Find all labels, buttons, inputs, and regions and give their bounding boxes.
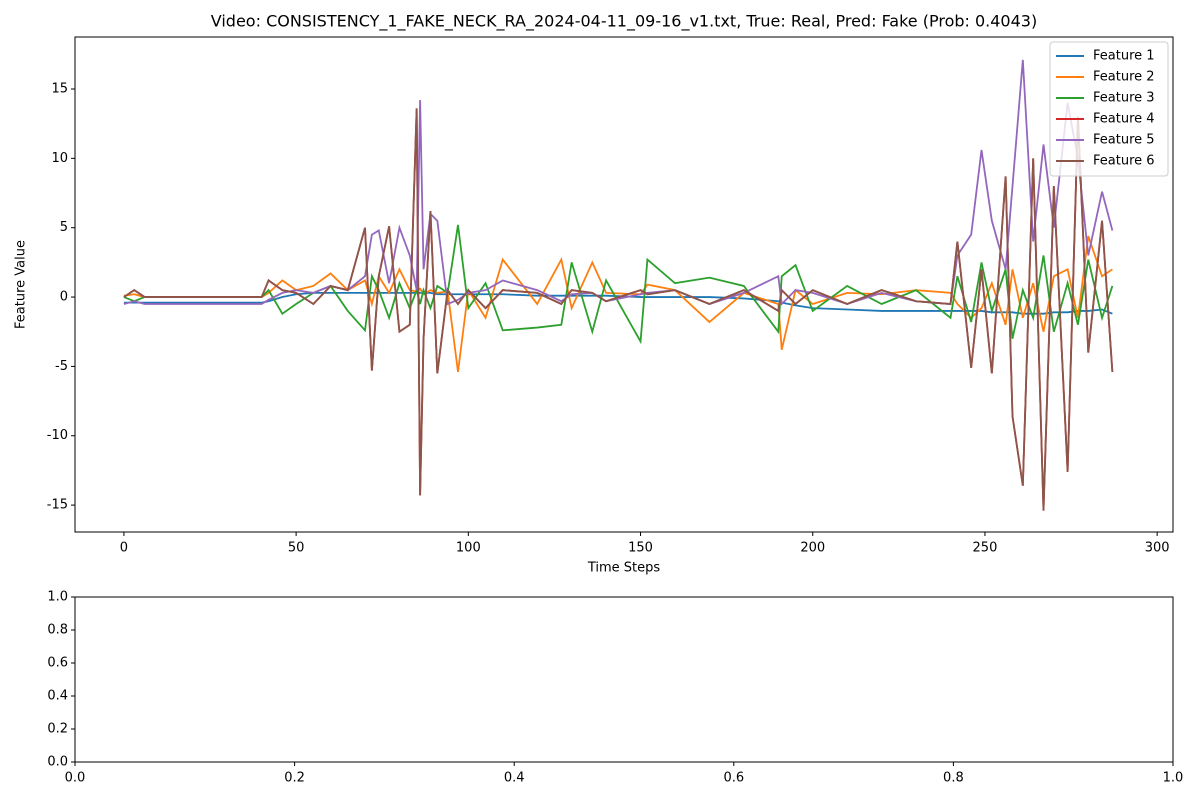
x-tick-label: 150 [628,541,653,556]
x-tick-label: 0.2 [284,771,305,786]
x-tick-label: 1.0 [1163,771,1184,786]
x-tick-label: 50 [288,541,305,556]
x-tick-label: 100 [456,541,481,556]
y-tick-label: 0.2 [47,722,68,737]
axes-frame [74,596,1174,763]
x-axis-label: Time Steps [587,561,661,576]
x-tick-label: 0.6 [723,771,744,786]
x-tick-label: 0 [120,541,128,556]
x-tick-label: 0.8 [943,771,964,786]
y-tick-label: -5 [55,359,68,374]
x-tick-label: 0.0 [65,771,86,786]
y-tick-label: -10 [47,428,68,443]
line-series [123,108,1114,511]
line-series [123,235,1113,373]
y-tick-label: 1.0 [47,590,68,605]
legend-label: Feature 4 [1093,112,1155,127]
y-tick-label: 15 [51,82,68,97]
x-tick-label: 200 [800,541,825,556]
x-tick-label: 0.4 [504,771,525,786]
legend-label: Feature 2 [1093,70,1155,85]
axes-frame [74,36,1174,533]
y-tick-label: 0.0 [47,755,68,770]
y-tick-label: 5 [60,220,68,235]
legend-box [1049,41,1169,177]
y-tick-label: 10 [51,151,68,166]
y-tick-label: 0.8 [47,623,68,638]
y-tick-label: 0.4 [47,689,68,704]
y-tick-label: -15 [47,498,68,513]
chart-title: Video: CONSISTENCY_1_FAKE_NECK_RA_2024-0… [211,12,1037,32]
legend-label: Feature 6 [1093,154,1155,169]
line-series [123,59,1114,306]
legend-label: Feature 3 [1093,91,1155,106]
x-tick-label: 250 [973,541,998,556]
y-axis-label: Feature Value [14,240,29,329]
legend-label: Feature 5 [1093,133,1155,148]
y-tick-label: 0 [60,290,68,305]
y-tick-label: 0.6 [47,656,68,671]
legend-label: Feature 1 [1093,49,1155,64]
x-tick-label: 300 [1145,541,1170,556]
